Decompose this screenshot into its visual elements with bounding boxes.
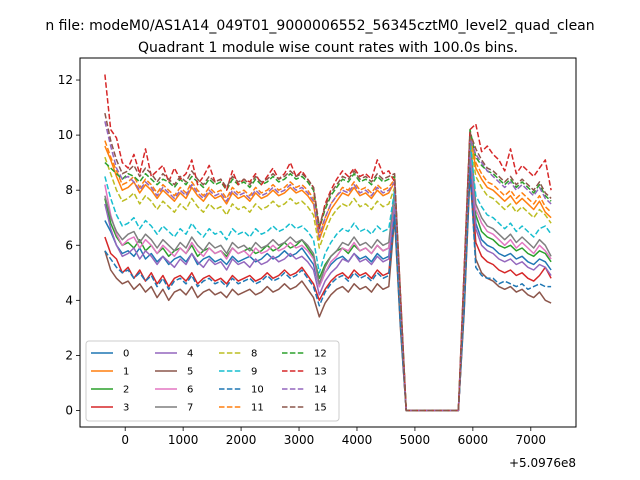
chart-title: Quadrant 1 module wise count rates with … xyxy=(138,40,518,56)
series-line-14 xyxy=(104,121,552,412)
legend-label-13: 13 xyxy=(314,367,327,378)
legend-label-1: 1 xyxy=(123,367,129,378)
legend-label-8: 8 xyxy=(251,349,257,360)
legend-label-12: 12 xyxy=(314,349,327,360)
y-tick-label: 8 xyxy=(65,183,73,197)
y-tick-label: 2 xyxy=(65,348,73,362)
series-line-7 xyxy=(104,137,552,412)
series-line-8 xyxy=(104,137,552,412)
x-tick-label: 1000 xyxy=(168,433,199,447)
series-line-10 xyxy=(104,167,552,412)
series-group xyxy=(104,74,552,412)
y-tick-label: 10 xyxy=(58,128,73,142)
series-line-3 xyxy=(104,159,552,412)
y-tick-label: 0 xyxy=(65,403,73,417)
legend-frame xyxy=(85,340,340,422)
series-line-1 xyxy=(104,134,552,412)
legend-label-11: 11 xyxy=(251,403,264,414)
figure-suptitle: n file: modeM0/AS1A14_049T01_9000006552_… xyxy=(45,18,594,34)
legend-label-3: 3 xyxy=(123,403,129,414)
series-line-4 xyxy=(104,153,552,412)
x-tick-label: 3000 xyxy=(284,433,315,447)
legend-label-0: 0 xyxy=(123,349,129,360)
series-line-9 xyxy=(104,139,552,412)
series-line-6 xyxy=(104,139,552,412)
series-line-5 xyxy=(104,172,552,412)
x-tick-label: 7000 xyxy=(516,433,547,447)
legend-label-14: 14 xyxy=(314,385,327,396)
y-tick-label: 12 xyxy=(58,73,73,87)
x-tick-label: 5000 xyxy=(400,433,431,447)
legend-label-6: 6 xyxy=(187,385,193,396)
x-tick-label: 2000 xyxy=(226,433,257,447)
y-tick-label: 6 xyxy=(65,238,73,252)
legend-label-15: 15 xyxy=(314,403,327,414)
x-tick-label: 0 xyxy=(121,433,129,447)
x-offset-label: +5.0976e8 xyxy=(509,456,576,470)
series-line-12 xyxy=(104,128,552,412)
legend-label-2: 2 xyxy=(123,385,129,396)
x-tick-label: 6000 xyxy=(458,433,489,447)
y-tick-label: 4 xyxy=(65,293,73,307)
series-line-11 xyxy=(104,131,552,412)
legend-label-5: 5 xyxy=(187,367,193,378)
plot-frame xyxy=(79,57,577,428)
legend-label-9: 9 xyxy=(251,367,257,378)
x-tick-label: 4000 xyxy=(342,433,373,447)
legend-label-10: 10 xyxy=(251,385,264,396)
y-axis: 0 2 4 6 8 10 12 xyxy=(58,73,80,417)
legend-label-7: 7 xyxy=(187,403,193,414)
x-axis: 0 1000 2000 3000 4000 5000 6000 7000 xyxy=(121,427,546,447)
series-line-15 xyxy=(104,112,552,412)
legend-label-4: 4 xyxy=(187,349,193,360)
